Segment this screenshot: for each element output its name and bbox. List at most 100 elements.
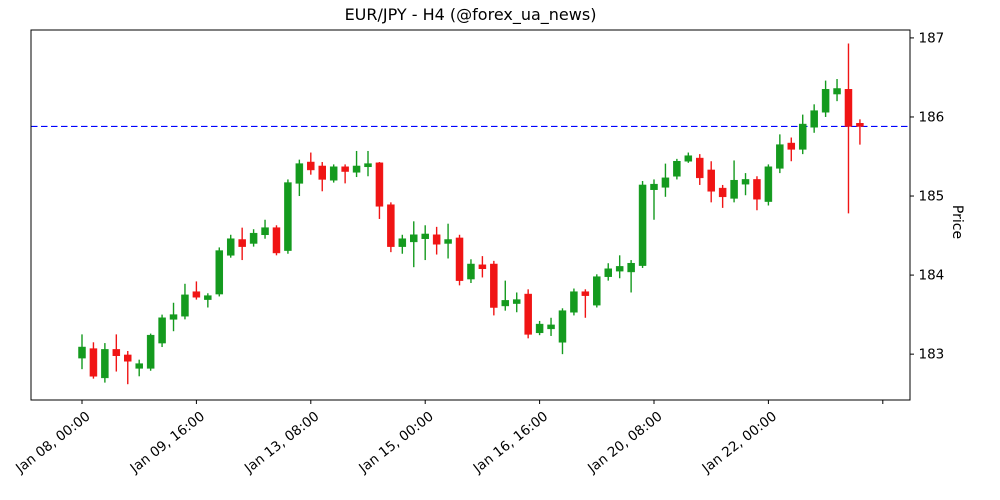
candle-up [798,114,807,155]
candle-down [455,234,464,286]
candle-body [467,263,475,280]
candle-body [226,238,235,256]
candle-down [387,202,395,253]
chart-title: EUR/JPY - H4 (@forex_ua_news) [344,5,597,24]
candle-down [581,289,590,318]
candle-up [364,150,372,177]
x-tick-label: Jan 15, 00:00 [355,408,436,476]
candle-body [776,144,784,169]
candle-up [535,320,544,336]
x-tick-label: Jan 09, 16:00 [127,408,208,476]
candle-body [673,160,681,177]
candle-body [89,348,98,377]
candle-body [638,184,647,266]
candle-up [558,308,567,355]
candle-body [501,300,510,307]
candle-up [661,163,670,197]
candle-up [295,159,304,197]
candle-up [215,247,224,297]
candle-up [146,333,155,371]
candle-up [833,79,841,102]
candle-up [593,274,601,308]
candle-up [181,283,189,320]
candle-body [307,161,315,171]
x-tick-label: Jan 08, 00:00 [12,408,93,476]
candle-body [341,166,349,172]
candle-up [764,164,773,206]
candle-body [215,250,224,295]
candle-body [718,187,727,198]
candle-body [329,166,338,181]
candle-up [650,179,658,220]
candle-down [238,227,246,261]
candle-body [661,177,670,188]
candle-down [856,119,864,145]
candle-up [101,343,109,383]
y-tick-label: 185 [919,189,945,205]
candle-body [158,317,166,344]
candle-up [169,302,178,332]
candle-body [444,239,452,244]
candle-body [696,157,704,179]
candle-body [387,204,395,247]
candle-up [638,181,647,268]
candle-up [501,280,510,311]
candle-body [146,334,155,369]
candle-down [490,260,498,316]
candle-body [101,349,109,379]
candle-body [410,234,418,243]
candle-body [684,155,693,162]
candle-body [650,183,658,190]
candle-down [318,162,326,192]
candle-body [730,179,738,199]
candle-up [547,317,555,336]
candle-body [295,163,304,184]
x-tick-label: Jan 16, 16:00 [470,408,551,476]
candle-up [730,160,738,203]
candle-body [856,123,864,127]
candle-body [318,165,326,180]
candle-up [512,292,521,313]
candle-down [192,281,201,300]
candle-body [455,237,464,281]
candle-up [410,221,418,268]
candle-body [204,295,212,300]
candle-body [707,169,715,192]
candle-body [284,182,292,251]
candle-down [787,137,796,162]
y-tick-label: 186 [919,109,945,125]
axes-ticks: 183 184 185 186 187 Jan 08, 00:00 Jan 09, 16:0… [12,30,944,477]
candle-body [478,264,487,270]
candle-up [284,179,292,254]
candle-up [135,359,143,377]
x-tick-label: Jan 22, 00:00 [699,408,780,476]
candle-up [352,150,361,178]
candle-body [135,363,143,369]
candle-body [238,239,246,247]
candle-down [341,164,349,184]
candle-body [798,123,807,150]
candle-down [124,350,132,385]
x-tick-label: Jan 20, 08:00 [584,408,665,476]
candle-body [352,165,361,173]
candle-body [421,233,429,239]
candle-body [570,291,578,313]
candle-body [810,110,818,128]
candle-up [249,229,258,247]
candle-up [604,263,612,281]
y-tick-label: 187 [919,30,945,46]
candle-body [249,232,258,244]
candle-body [364,163,372,168]
candle-body [547,324,555,330]
candle-up [627,260,635,293]
candle-down [432,226,441,255]
candle-down [707,161,715,203]
candle-body [844,89,853,127]
candle-body [124,354,132,362]
candle-body [490,263,498,308]
candle-body [398,238,407,247]
candle-up [329,164,338,183]
candle-up [810,104,818,133]
candle-body [833,88,841,95]
candle-down [753,176,761,211]
